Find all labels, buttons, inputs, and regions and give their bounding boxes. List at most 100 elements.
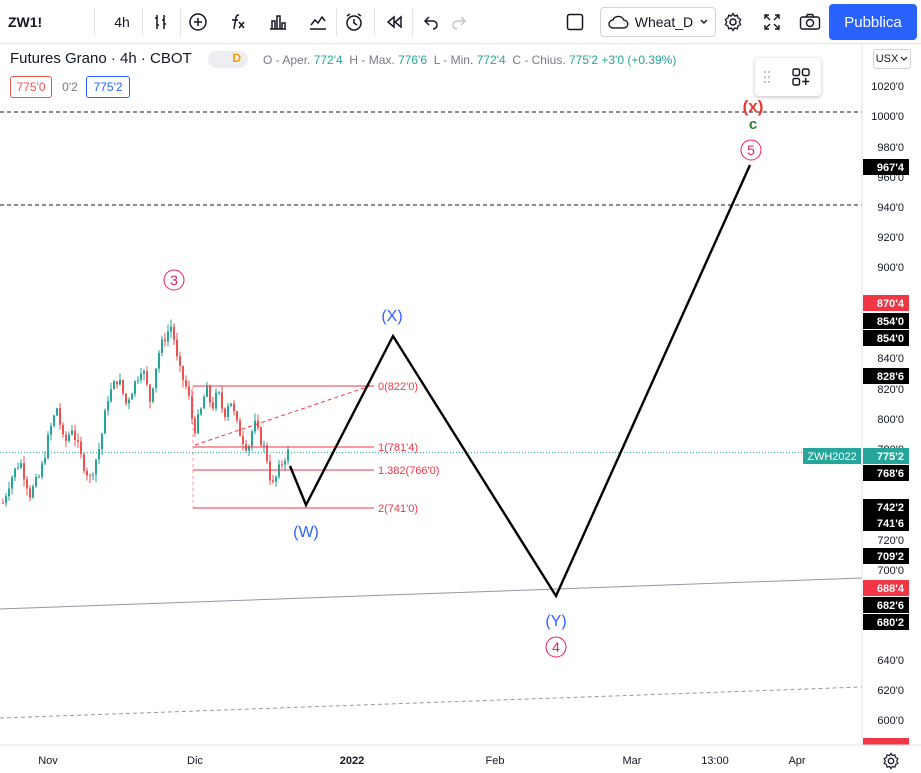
candle-body <box>140 373 142 380</box>
ask-price[interactable]: 775'2 <box>86 76 130 98</box>
camera-icon[interactable] <box>798 6 822 38</box>
interval-button[interactable]: 4h <box>114 14 130 30</box>
candle-body <box>101 433 103 450</box>
trendline-solid <box>0 577 863 610</box>
price-tick: 700'0 <box>877 565 904 577</box>
replay-icon[interactable] <box>382 6 406 38</box>
candle-body <box>26 479 28 489</box>
candle-body <box>182 365 184 381</box>
candle-body <box>50 425 52 435</box>
price-chart[interactable]: 0(822'0) 1(781'4) 1.382(766'0) 2(741'0) 3 5 4 (… <box>0 44 921 773</box>
layout-name-selector[interactable]: Wheat_D <box>600 7 716 37</box>
candle-body <box>272 480 274 482</box>
toolbar-divider <box>142 8 143 36</box>
drag-handle-icon[interactable] <box>763 69 771 85</box>
candle-body <box>179 356 181 366</box>
price-label: 680'2 <box>877 617 904 629</box>
object-tree-icon[interactable] <box>791 67 811 87</box>
price-label: 854'0 <box>877 316 904 328</box>
price-tick: 1020'0 <box>871 81 904 93</box>
time-tick: Dic <box>187 755 203 767</box>
candle-body <box>5 496 7 503</box>
price-label: 768'6 <box>877 468 904 480</box>
candle-body <box>98 449 100 460</box>
time-tick: 2022 <box>340 755 364 767</box>
wave-5-label-circle <box>740 139 762 161</box>
candle-body <box>134 381 136 394</box>
redo-icon[interactable] <box>448 6 470 38</box>
price-label: 688'4 <box>877 583 905 595</box>
candle-body <box>80 441 82 455</box>
bar-style-icon[interactable] <box>150 6 172 38</box>
price-label-bg <box>863 313 909 329</box>
fx-icon[interactable] <box>226 6 250 38</box>
candle-body <box>194 418 196 434</box>
candle-body <box>20 463 22 468</box>
top-toolbar: ZW1! 4h Wheat_D <box>0 0 921 44</box>
candle-body <box>230 403 232 407</box>
candle-body <box>8 488 10 497</box>
symbol-tag-bg <box>803 448 861 464</box>
candle-body <box>146 371 148 385</box>
settings-icon[interactable] <box>720 6 746 38</box>
publish-button[interactable]: Pubblica <box>829 4 917 40</box>
low-value: 772'4 <box>476 53 506 67</box>
close-label: C - Chius. <box>512 53 566 67</box>
time-axis-bg <box>0 745 862 773</box>
candle-body <box>113 381 115 390</box>
candle-body <box>89 475 91 477</box>
candle-body <box>284 460 286 465</box>
candle-body <box>32 486 34 498</box>
candle-body <box>128 399 130 404</box>
price-tick: 980'0 <box>877 142 904 154</box>
alert-icon[interactable] <box>342 6 366 38</box>
undo-icon[interactable] <box>420 6 442 38</box>
candle-body <box>260 427 262 446</box>
axis-settings-icon[interactable] <box>882 752 900 773</box>
candle-body <box>41 463 43 477</box>
fullscreen-icon[interactable] <box>760 6 784 38</box>
candle-body <box>86 470 88 476</box>
cloud-icon <box>608 15 629 29</box>
price-label: 742'2 <box>877 502 904 514</box>
bid-price[interactable]: 775'0 <box>10 76 52 98</box>
low-label: L - Min. <box>433 53 474 67</box>
candle-body <box>107 401 109 411</box>
symbol-tag: ZWH2022 <box>807 451 857 463</box>
candle-body <box>149 384 151 402</box>
time-tick: 13:00 <box>701 755 729 767</box>
candle-body <box>173 326 175 340</box>
templates-icon[interactable] <box>266 6 290 38</box>
layout-icon[interactable] <box>563 6 587 38</box>
price-label-bg <box>863 295 909 311</box>
candle-body <box>155 368 157 389</box>
candle-body <box>56 408 58 416</box>
price-label-bg <box>863 465 909 481</box>
add-indicator-icon[interactable] <box>186 6 210 38</box>
wave-4-label: 4 <box>552 639 560 655</box>
price-label-bg <box>863 597 909 613</box>
price-tick: 940'0 <box>877 202 904 214</box>
chevron-down-icon <box>900 56 908 61</box>
candle-body <box>233 403 235 412</box>
candle-body <box>2 502 4 504</box>
symbol-label[interactable]: ZW1! <box>8 14 43 30</box>
candlesticks <box>2 319 289 507</box>
candle-body <box>152 388 154 402</box>
candle-body <box>197 414 199 434</box>
fib-level-label: 0(822'0) <box>378 381 418 393</box>
change-value: +3'0 (+0.39%) <box>601 53 677 67</box>
compare-icon[interactable] <box>306 6 330 38</box>
candle-body <box>29 488 31 498</box>
candle-body <box>242 436 244 445</box>
candle-body <box>71 430 73 435</box>
currency-selector[interactable]: USX <box>873 49 911 69</box>
high-value: 776'6 <box>398 53 428 67</box>
price-label-bg <box>863 368 909 384</box>
chart-legend-title[interactable]: Futures Grano · 4h · CBOT <box>10 50 192 67</box>
wave-X-label: (X) <box>381 308 402 325</box>
price-tick: 800'0 <box>877 414 904 426</box>
price-label: 709'2 <box>877 551 904 563</box>
candle-body <box>170 326 172 332</box>
candle-body <box>203 396 205 409</box>
